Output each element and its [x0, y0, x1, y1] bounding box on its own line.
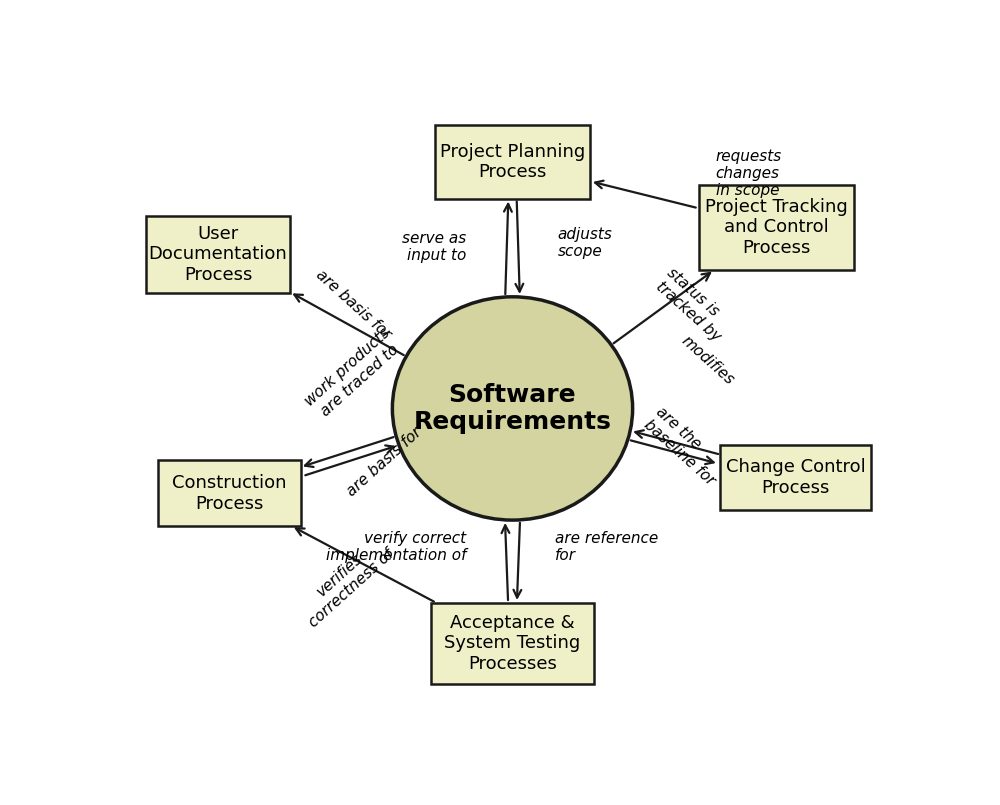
Text: modifies: modifies — [678, 333, 736, 388]
Text: requests
changes
in scope: requests changes in scope — [716, 149, 782, 199]
Text: are basis for: are basis for — [344, 425, 425, 500]
Text: are basis for: are basis for — [313, 267, 394, 342]
Text: work products
are traced to: work products are traced to — [302, 325, 405, 423]
Text: serve as
input to: serve as input to — [402, 230, 466, 263]
FancyBboxPatch shape — [720, 445, 871, 510]
FancyBboxPatch shape — [698, 185, 854, 270]
Text: Software
Requirements: Software Requirements — [414, 382, 611, 435]
Text: verify correct
implementation of: verify correct implementation of — [326, 530, 466, 564]
Text: verifies
correctness of: verifies correctness of — [295, 534, 397, 630]
Text: Change Control
Process: Change Control Process — [726, 458, 865, 497]
Text: Construction
Process: Construction Process — [172, 474, 287, 513]
Text: status is
tracked by: status is tracked by — [653, 266, 735, 344]
FancyBboxPatch shape — [431, 603, 594, 683]
FancyBboxPatch shape — [435, 126, 590, 199]
Text: Project Tracking
and Control
Process: Project Tracking and Control Process — [705, 198, 847, 258]
Text: Acceptance &
System Testing
Processes: Acceptance & System Testing Processes — [444, 613, 581, 673]
Text: User
Documentation
Process: User Documentation Process — [149, 225, 287, 284]
Ellipse shape — [392, 297, 633, 520]
FancyBboxPatch shape — [146, 216, 290, 293]
Text: Project Planning
Process: Project Planning Process — [440, 142, 585, 181]
Text: adjusts
scope: adjusts scope — [557, 227, 612, 259]
Text: are the
baseline for: are the baseline for — [641, 404, 730, 489]
FancyBboxPatch shape — [158, 460, 301, 526]
Text: are reference
for: are reference for — [555, 530, 658, 564]
